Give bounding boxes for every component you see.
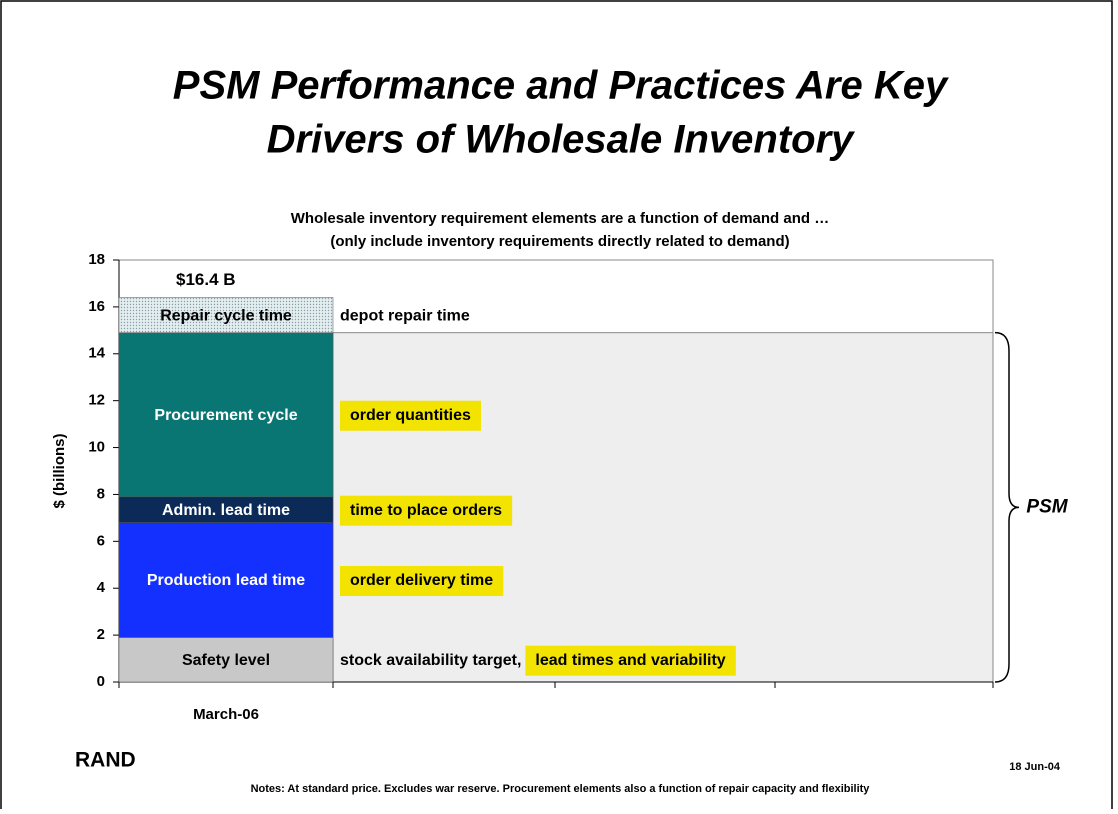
bracket [994,331,1020,683]
annotation: lead times and variability [535,652,725,669]
y-tick-label: 16 [88,298,105,315]
subtitle-line: (only include inventory requirements dir… [330,233,789,250]
annotation-highlight [525,645,736,676]
title-line: PSM Performance and Practices Are Key [173,64,949,108]
y-axis-label: $ (billions) [51,433,68,508]
segment-label: Repair cycle time [160,307,292,324]
date: 18 Jun-04 [1009,761,1061,773]
y-tick-label: 14 [88,345,105,362]
bar-segment [118,496,334,523]
segment-label: Admin. lead time [162,502,290,519]
annotation: depot repair time [340,307,470,324]
annotation: order delivery time [350,572,493,589]
total-label: $16.4 B [176,270,236,289]
x-tick-label: March-06 [193,706,259,723]
y-tick-label: 6 [97,532,105,549]
logo: RAND [75,749,136,772]
notes: Notes: At standard price. Excludes war r… [251,783,871,795]
y-tick-label: 2 [97,626,105,643]
y-tick-label: 18 [88,251,105,268]
annotation-highlight [340,400,482,431]
title-line: Drivers of Wholesale Inventory [267,118,856,162]
y-tick-label: 12 [88,392,105,409]
subtitle-line: Wholesale inventory requirement elements… [291,210,829,227]
segment-label: Production lead time [147,572,305,589]
annotation: order quantities [350,407,471,424]
annotation-highlight [340,495,513,526]
bar-segment [118,297,334,333]
annotation: time to place orders [350,502,502,519]
plot: 0 2 4 6 8 10 12 14 16 18 March-06 Safety level stock… [88,251,1068,723]
segment-label: Safety level [182,652,270,669]
y-tick-label: 8 [97,485,105,502]
y-tick-label: 0 [97,673,105,690]
segment-label: Procurement cycle [154,407,297,424]
annotation-highlight [340,566,504,597]
bar-segment [118,332,334,498]
bracket-label: PSM [1026,496,1068,517]
annotation: stock availability target, [340,652,521,669]
y-tick-label: 4 [97,579,106,596]
y-tick-label: 10 [88,439,105,456]
